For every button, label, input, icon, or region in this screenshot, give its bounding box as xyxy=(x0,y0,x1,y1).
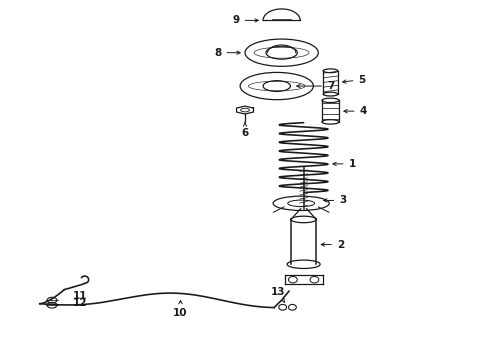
Text: 9: 9 xyxy=(232,15,258,26)
Text: 12: 12 xyxy=(73,298,87,308)
Text: 6: 6 xyxy=(242,122,248,138)
Text: 11: 11 xyxy=(73,291,87,301)
Text: 4: 4 xyxy=(344,106,367,116)
Text: 2: 2 xyxy=(321,239,344,249)
Text: 13: 13 xyxy=(270,287,285,302)
Text: 8: 8 xyxy=(214,48,240,58)
Text: 10: 10 xyxy=(173,301,188,318)
Text: 1: 1 xyxy=(333,159,356,169)
Text: 3: 3 xyxy=(323,195,346,206)
Text: 7: 7 xyxy=(297,81,335,91)
Text: 5: 5 xyxy=(343,75,366,85)
